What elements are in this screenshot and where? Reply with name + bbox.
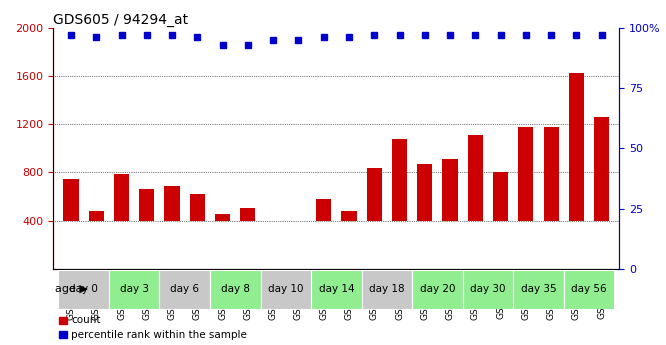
- Bar: [165, 186, 180, 221]
- Bar: [109, 269, 159, 309]
- Text: day 30: day 30: [470, 284, 505, 294]
- Bar: [342, 211, 356, 221]
- Bar: [412, 269, 463, 309]
- Text: day 10: day 10: [268, 284, 304, 294]
- Bar: [210, 269, 260, 309]
- Bar: [594, 117, 609, 221]
- Bar: [114, 174, 129, 221]
- Bar: [139, 189, 155, 221]
- Bar: [190, 194, 205, 221]
- Bar: [367, 168, 382, 221]
- Text: count: count: [71, 315, 101, 325]
- Bar: [417, 164, 432, 221]
- Bar: [159, 269, 210, 309]
- Bar: [392, 139, 407, 221]
- Bar: [518, 127, 533, 221]
- Bar: [260, 269, 311, 309]
- Text: percentile rank within the sample: percentile rank within the sample: [71, 330, 247, 340]
- Text: day 56: day 56: [571, 284, 607, 294]
- Text: day 0: day 0: [69, 284, 98, 294]
- Bar: [493, 172, 508, 221]
- Bar: [63, 178, 79, 221]
- Text: day 14: day 14: [318, 284, 354, 294]
- Bar: [463, 269, 513, 309]
- Text: day 6: day 6: [170, 284, 199, 294]
- Bar: [513, 269, 564, 309]
- Bar: [59, 331, 67, 338]
- Bar: [316, 199, 331, 221]
- Text: GDS605 / 94294_at: GDS605 / 94294_at: [53, 12, 188, 27]
- Bar: [240, 207, 256, 221]
- Bar: [543, 127, 559, 221]
- Text: day 3: day 3: [120, 284, 149, 294]
- Bar: [215, 214, 230, 221]
- Bar: [468, 135, 483, 221]
- Bar: [442, 159, 458, 221]
- Text: day 20: day 20: [420, 284, 455, 294]
- Text: age ▶: age ▶: [55, 284, 87, 294]
- Bar: [564, 269, 614, 309]
- Text: day 8: day 8: [220, 284, 250, 294]
- Bar: [311, 269, 362, 309]
- Text: day 18: day 18: [369, 284, 405, 294]
- Bar: [569, 73, 584, 221]
- Bar: [59, 317, 67, 324]
- Bar: [89, 211, 104, 221]
- Bar: [59, 269, 109, 309]
- Bar: [362, 269, 412, 309]
- Text: day 35: day 35: [521, 284, 556, 294]
